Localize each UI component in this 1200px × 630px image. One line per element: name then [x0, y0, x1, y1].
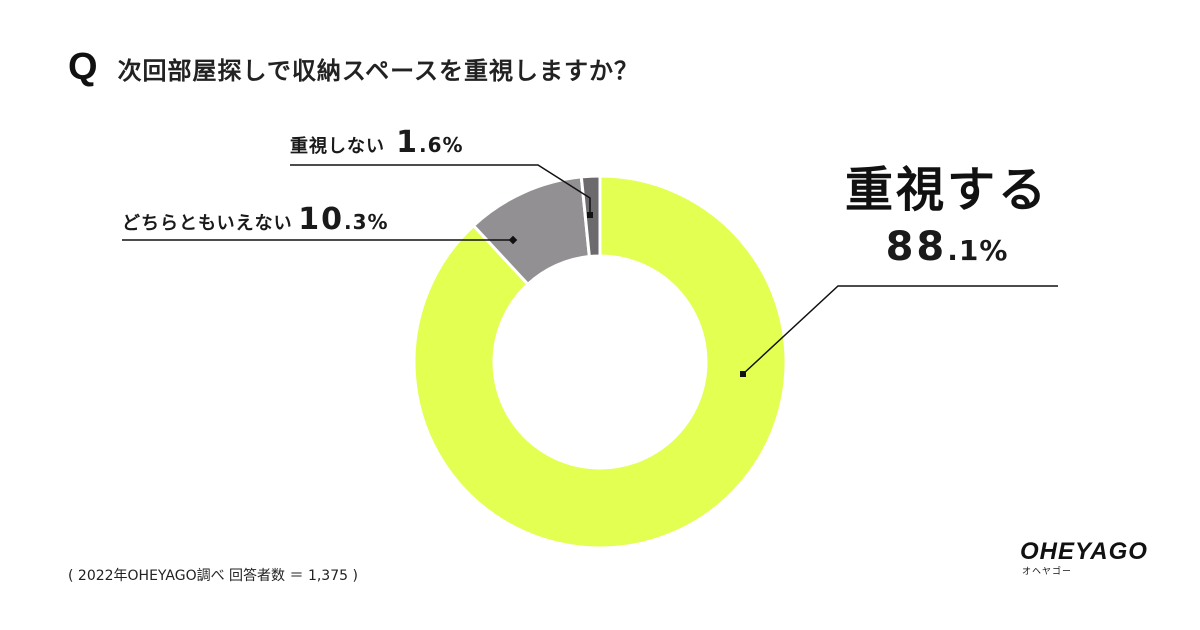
brand-logo: OHEYAGO オヘヤゴー	[1020, 538, 1148, 577]
slice-name: どちらともいえない	[122, 213, 293, 234]
slice-label-important: 重視する 88.1%	[842, 150, 1052, 270]
slice-pct-int: 1	[396, 125, 420, 160]
slice-pct-int: 10	[298, 202, 344, 237]
leader-line-important	[742, 285, 1058, 375]
q-mark: Q	[68, 46, 98, 88]
logo-subtext: オヘヤゴー	[1022, 567, 1073, 577]
slice-name: 重視しない	[290, 136, 385, 157]
slice-pct-rest: .3%	[343, 210, 389, 234]
slice-label-not-important: 重視しない 1.6%	[290, 125, 464, 160]
leader-marker-important	[740, 371, 746, 377]
slice-pct-rest: .6%	[419, 133, 464, 157]
slice-name: 重視する	[844, 162, 1049, 218]
logo-text: OHEYAGO	[1020, 538, 1148, 565]
slice-pct-int: 88	[885, 224, 948, 270]
slice-pct-rest: .1%	[947, 234, 1009, 267]
footnote: ( 2022年OHEYAGO調べ 回答者数 ＝ 1,375 )	[68, 568, 358, 584]
leader-line-not-important	[290, 164, 591, 215]
slice-label-neutral: どちらともいえない 10.3%	[122, 202, 389, 237]
chart-title: 次回部屋探しで収納スペースを重視しますか？	[117, 57, 639, 85]
donut-slice	[412, 174, 788, 550]
slice-pct: 88.1%	[842, 224, 1052, 270]
leader-marker-not-important	[587, 212, 593, 218]
chart-header: Q 次回部屋探しで収納スペースを重視しますか？	[68, 46, 639, 89]
